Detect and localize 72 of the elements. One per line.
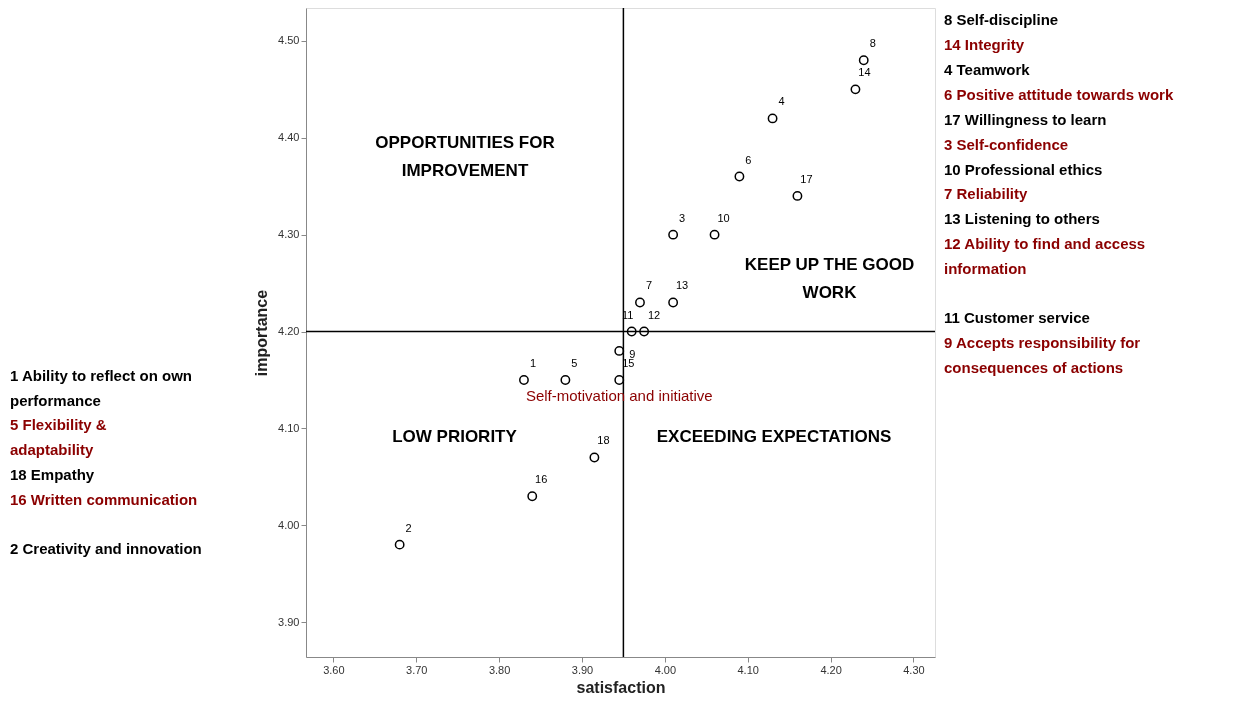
annotation: 6	[745, 153, 752, 166]
y-axis-title: importance	[253, 289, 271, 377]
y-tick-label: 3.90	[278, 615, 300, 628]
y-tick-label: 4.50	[278, 34, 300, 47]
text: 3 Self-confidence	[944, 136, 1069, 153]
text: 14 Integrity	[944, 36, 1025, 53]
annotation: 8	[869, 37, 876, 50]
text: 4 Teamwork	[944, 61, 1031, 78]
text: 13 Listening to others	[944, 210, 1100, 227]
text: 18 Empathy	[10, 466, 95, 483]
annotation: 5	[571, 356, 578, 369]
point	[614, 375, 625, 385]
annotation: 4	[778, 95, 785, 108]
annotation: KEEP UP THE GOOD WORK	[744, 255, 915, 302]
point	[734, 171, 745, 182]
annotation: 14	[858, 66, 871, 79]
x-tick-label: 3.60	[323, 663, 345, 676]
x-tick-label: 4.20	[820, 663, 842, 676]
point	[626, 326, 637, 337]
y-tick-label: 4.30	[278, 228, 300, 241]
y-tick-label: 4.10	[278, 421, 300, 434]
annotation: 1	[529, 356, 537, 369]
text: 5 Flexibility & adaptability	[10, 416, 107, 458]
annotation: 18	[597, 434, 610, 447]
text: 7 Reliability	[944, 185, 1029, 202]
y-tick-label: 4.20	[278, 325, 300, 338]
annotation: 9	[629, 347, 636, 360]
point	[394, 539, 405, 550]
annotation: 3	[679, 211, 686, 224]
text: 9 Accepts responsibility for consequences of actions	[944, 334, 1141, 376]
text: 1 Ability to reflect on own performance	[10, 367, 192, 409]
annotation: 13	[676, 279, 689, 292]
x-tick-label: 4.10	[737, 663, 759, 676]
text: 12 Ability to find and access information	[944, 235, 1146, 277]
point	[635, 297, 645, 308]
x-tick-label: 3.80	[488, 663, 511, 676]
point	[668, 229, 679, 240]
point	[614, 345, 625, 356]
point	[668, 297, 679, 308]
annotation: LOW PRIORITY	[392, 427, 518, 446]
point	[858, 55, 869, 66]
point	[850, 84, 861, 95]
point	[709, 229, 720, 240]
x-tick-label: 3.70	[406, 663, 428, 676]
point	[767, 113, 778, 124]
text: 8 Self-discipline	[944, 11, 1059, 28]
text: 11 Customer service	[944, 309, 1090, 326]
point	[639, 326, 650, 337]
y-tick-label: 4.00	[278, 518, 300, 531]
annotation: 16	[535, 473, 548, 486]
point	[792, 190, 803, 201]
text: 10 Professional ethics	[944, 161, 1103, 178]
point	[519, 375, 529, 385]
text: 17 Willingness to learn	[944, 111, 1107, 128]
annotation: 10	[717, 211, 730, 224]
point	[560, 375, 571, 385]
x-axis-title: satisfaction	[576, 678, 666, 696]
text: 16 Written communication	[10, 491, 198, 508]
annotation: 17	[800, 172, 813, 185]
annotation: OPPORTUNITIES FOR IMPROVEMENT	[375, 133, 555, 180]
annotation: 7	[645, 279, 653, 292]
point	[527, 491, 538, 502]
x-tick-label: 4.30	[903, 663, 925, 676]
text: 2 Creativity and innovation	[10, 540, 202, 557]
x-tick-label: 4.00	[654, 663, 677, 676]
y-tick-label: 4.40	[278, 131, 300, 144]
text: 6 Positive attitude towards work	[944, 86, 1174, 103]
point	[589, 452, 600, 463]
annotation: 2	[405, 521, 412, 534]
annotation: 12	[647, 308, 661, 321]
annotation: EXCEEDING EXPECTATIONS	[656, 427, 892, 446]
x-tick-label: 3.90	[571, 663, 594, 676]
